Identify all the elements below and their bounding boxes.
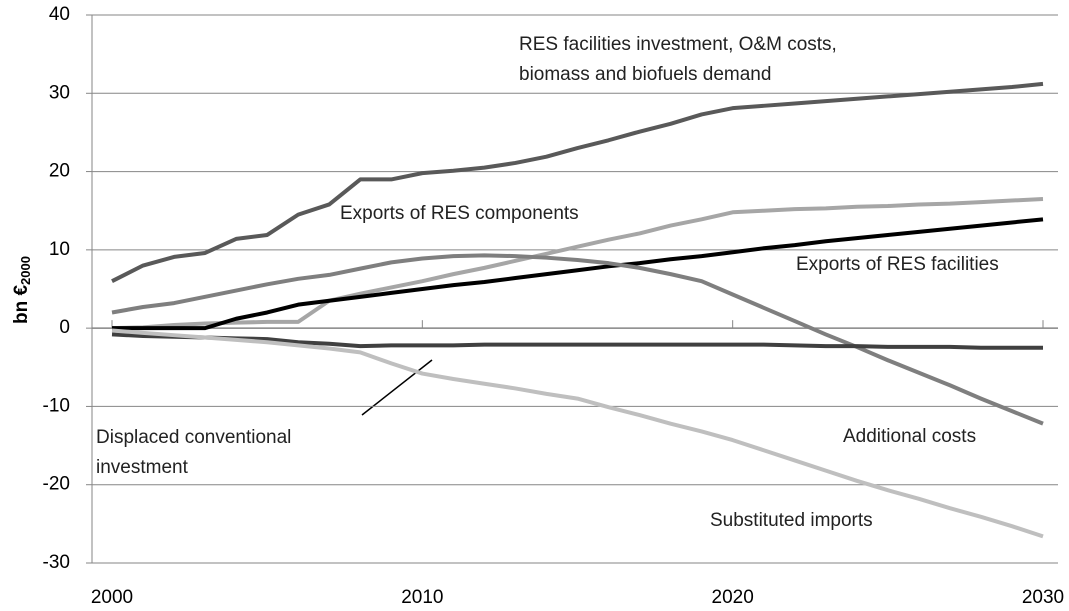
y-tick-label: 10	[49, 239, 70, 260]
y-tick-label: 40	[49, 4, 70, 25]
series-line	[111, 196, 1044, 331]
y-axis-label: bn €2000	[11, 256, 33, 324]
series-annotation: Additional costs	[843, 426, 977, 447]
y-tick-label: 0	[59, 317, 70, 338]
y-tick-label: -20	[43, 474, 70, 495]
x-tick-label: 2020	[712, 587, 754, 608]
series-line	[111, 328, 1044, 539]
leader-line	[361, 359, 433, 416]
x-tick-label: 2030	[1022, 587, 1064, 608]
series-annotation: Displaced conventional investment	[96, 427, 292, 478]
y-tick-label: 30	[49, 82, 70, 103]
x-tick-label: 2010	[401, 587, 443, 608]
y-tick-label: -30	[43, 552, 70, 573]
y-tick-label: 20	[49, 161, 70, 182]
series-annotation: RES facilities investment, O&M costs, bi…	[519, 34, 837, 85]
series-annotation: Substituted imports	[710, 510, 873, 531]
y-label-subscript: 2000	[18, 256, 33, 285]
series-annotation: Exports of RES facilities	[796, 254, 999, 275]
series-line	[111, 332, 1043, 350]
series-line	[111, 81, 1044, 283]
x-tick-label: 2000	[91, 587, 133, 608]
series-annotation: Exports of RES components	[340, 203, 579, 224]
series-line	[112, 217, 1044, 331]
series-line	[111, 253, 1044, 426]
y-tick-label: -10	[43, 395, 70, 416]
y-label-text: bn €	[11, 285, 32, 324]
